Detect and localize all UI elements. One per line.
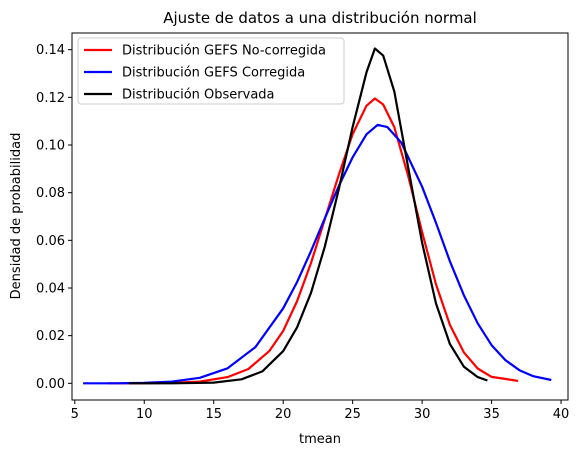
y-tick-label: 0.02 [36, 329, 65, 344]
y-tick-label: 0.00 [36, 377, 65, 392]
series-line [129, 47, 488, 385]
chart-title: Ajuste de datos a una distribución norma… [163, 9, 477, 27]
x-tick-label: 20 [275, 407, 292, 422]
x-tick-label: 30 [414, 407, 431, 422]
x-axis: 5 10 15 20 25 30 35 40 [71, 400, 570, 422]
legend-frame [77, 37, 345, 105]
series-line [108, 97, 519, 385]
legend: Distribución GEFS No-corregida Distribuci… [77, 37, 345, 105]
x-tick-label: 35 [483, 407, 500, 422]
y-tick-label: 0.10 [36, 139, 65, 154]
y-tick-label: 0.14 [36, 43, 65, 58]
x-tick-label: 40 [553, 407, 570, 422]
x-tick-label: 10 [136, 407, 153, 422]
legend-label: Distribución GEFS No-corregida [122, 44, 326, 59]
legend-label: Distribución GEFS Corregida [122, 66, 305, 81]
series-layer [83, 47, 552, 385]
y-axis: 0.00 0.02 0.04 0.06 0.08 0.10 0.12 0.14 [36, 43, 72, 392]
x-tick-label: 5 [71, 407, 79, 422]
series-line [83, 123, 552, 385]
y-axis-title: Densidad de probabilidad [9, 133, 24, 300]
plot-frame [71, 32, 569, 401]
legend-label: Distribución Observada [122, 88, 275, 103]
x-axis-title: tmean [299, 432, 341, 447]
y-tick-label: 0.12 [36, 91, 65, 106]
y-tick-label: 0.04 [36, 281, 65, 296]
x-tick-label: 15 [205, 407, 222, 422]
x-tick-label: 25 [344, 407, 361, 422]
y-tick-label: 0.08 [36, 186, 65, 201]
y-tick-label: 0.06 [36, 234, 65, 249]
